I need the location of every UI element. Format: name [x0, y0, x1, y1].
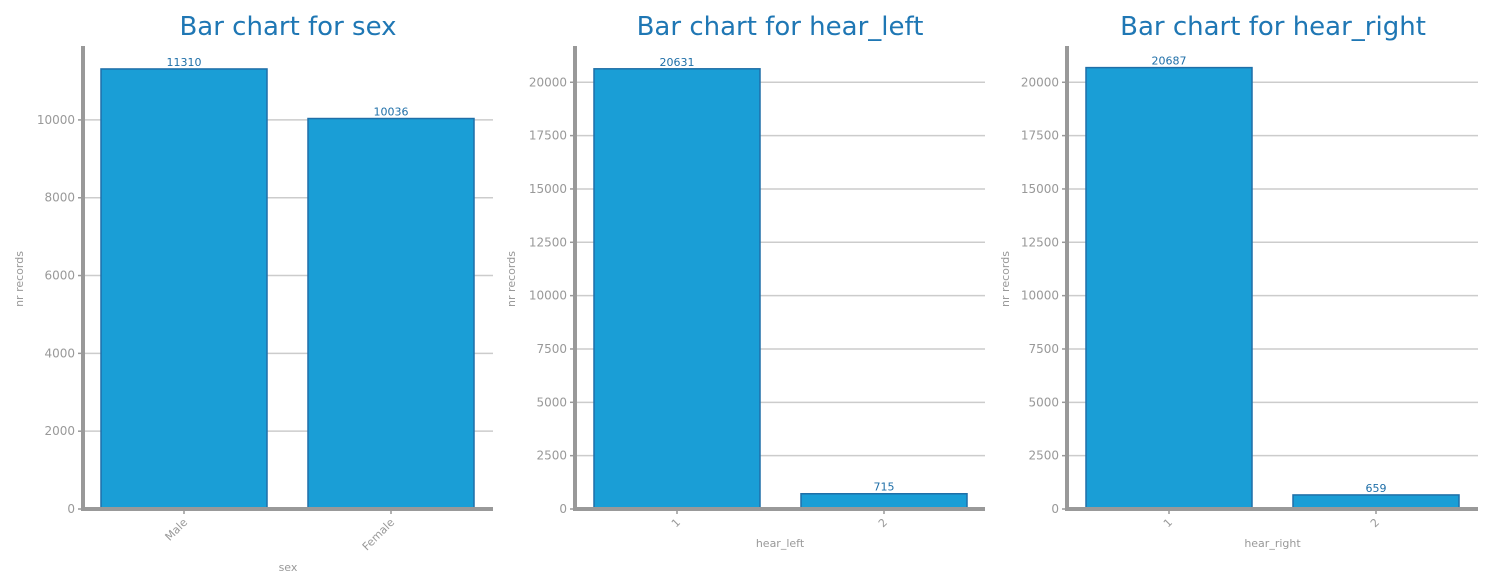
y-tick-label: 2500: [536, 449, 567, 463]
chart-title: Bar chart for hear_right: [1120, 12, 1426, 42]
x-axis-label: sex: [279, 561, 298, 574]
bar-value-label: 11310: [167, 56, 202, 69]
y-axis-label: nr records: [13, 251, 26, 307]
y-tick-label: 15000: [1021, 182, 1059, 196]
y-tick-label: 0: [559, 502, 567, 516]
bar-value-label: 20687: [1152, 55, 1187, 68]
y-tick-label: 2500: [1028, 449, 1059, 463]
y-tick-label: 7500: [536, 342, 567, 356]
x-axis-label: hear_left: [756, 537, 805, 550]
y-tick-label: 10000: [37, 113, 75, 127]
y-tick-label: 12500: [1021, 235, 1059, 249]
chart-title: Bar chart for hear_left: [637, 12, 924, 42]
bar: [593, 68, 761, 510]
x-axis-label: hear_right: [1244, 537, 1301, 550]
y-tick-label: 17500: [529, 129, 567, 143]
y-tick-label: 5000: [536, 395, 567, 409]
y-tick-label: 10000: [529, 289, 567, 303]
y-tick-label: 5000: [1028, 395, 1059, 409]
bar: [100, 68, 268, 510]
x-tick-label: 2: [1368, 516, 1382, 530]
y-tick-label: 12500: [529, 235, 567, 249]
y-tick-label: 20000: [529, 75, 567, 89]
y-tick-label: 8000: [44, 191, 75, 205]
y-tick-label: 17500: [1021, 129, 1059, 143]
y-tick-label: 7500: [1028, 342, 1059, 356]
y-tick-label: 10000: [1021, 289, 1059, 303]
y-tick-label: 2000: [44, 424, 75, 438]
y-axis-label: nr records: [999, 251, 1012, 307]
y-tick-label: 0: [1051, 502, 1059, 516]
x-tick-label: 1: [1161, 516, 1175, 530]
bar-value-label: 715: [874, 481, 895, 494]
y-tick-label: 20000: [1021, 75, 1059, 89]
y-tick-label: 0: [67, 502, 75, 516]
y-tick-label: 15000: [529, 182, 567, 196]
bar: [1085, 66, 1253, 510]
x-tick-label: Male: [162, 516, 190, 544]
x-tick-label: Female: [360, 516, 397, 553]
bar: [800, 492, 968, 510]
bar-value-label: 10036: [374, 106, 409, 119]
chart-title: Bar chart for sex: [179, 12, 396, 42]
x-tick-label: 2: [876, 516, 890, 530]
bar-value-label: 20631: [660, 56, 695, 69]
bar: [1292, 494, 1460, 510]
y-tick-label: 6000: [44, 269, 75, 283]
bar: [307, 117, 475, 510]
y-tick-label: 4000: [44, 346, 75, 360]
bar-value-label: 659: [1366, 482, 1387, 495]
x-tick-label: 1: [669, 516, 683, 530]
y-axis-label: nr records: [505, 251, 518, 307]
